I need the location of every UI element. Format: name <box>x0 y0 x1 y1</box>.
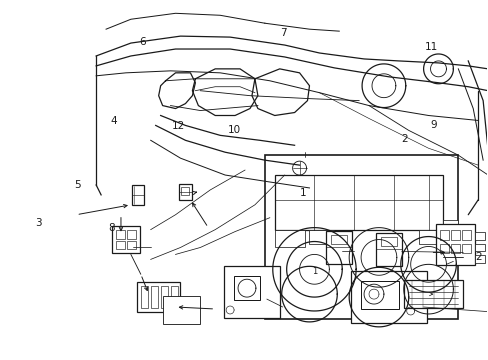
Bar <box>435 224 474 265</box>
Bar <box>443 239 457 249</box>
Bar <box>264 155 457 319</box>
Text: 2: 2 <box>401 134 407 144</box>
Bar <box>461 230 470 239</box>
Bar <box>161 286 167 308</box>
Text: 6: 6 <box>139 37 145 48</box>
Bar <box>163 296 200 324</box>
Bar <box>443 220 457 230</box>
Text: 4: 4 <box>110 116 117 126</box>
Text: 9: 9 <box>429 120 436 130</box>
Bar <box>474 255 484 264</box>
Bar <box>132 185 143 205</box>
Bar <box>331 235 346 244</box>
Bar <box>141 286 147 308</box>
Bar <box>360 281 398 309</box>
Bar <box>224 266 279 318</box>
Bar <box>137 282 180 312</box>
Text: 2: 2 <box>474 252 481 262</box>
Text: 5: 5 <box>74 180 80 190</box>
Text: 11: 11 <box>424 42 437 52</box>
Bar <box>150 286 157 308</box>
Text: 12: 12 <box>171 121 184 131</box>
Bar <box>418 230 443 244</box>
Bar <box>380 237 396 247</box>
Text: 1: 1 <box>311 267 316 276</box>
Text: 10: 10 <box>228 125 241 135</box>
Bar <box>450 243 459 253</box>
Bar <box>112 226 140 253</box>
Bar <box>309 230 334 244</box>
Bar <box>375 233 401 266</box>
Bar <box>440 243 448 253</box>
Text: 1: 1 <box>299 188 305 198</box>
Bar <box>274 230 304 247</box>
Text: 7: 7 <box>280 28 286 38</box>
Bar <box>181 187 189 195</box>
Bar <box>178 184 192 200</box>
Bar <box>403 280 462 308</box>
Bar <box>127 230 136 239</box>
Bar <box>325 231 351 264</box>
Bar <box>116 230 124 239</box>
Text: 3: 3 <box>35 218 41 228</box>
Bar <box>474 243 484 251</box>
Bar <box>461 243 470 253</box>
Bar <box>450 230 459 239</box>
Bar <box>127 240 136 249</box>
Bar <box>350 271 426 323</box>
Text: 8: 8 <box>107 223 114 233</box>
Bar <box>116 240 124 249</box>
Bar <box>274 175 443 230</box>
Bar <box>474 231 484 239</box>
Bar <box>440 230 448 239</box>
Bar <box>234 276 259 300</box>
Bar <box>170 286 177 308</box>
